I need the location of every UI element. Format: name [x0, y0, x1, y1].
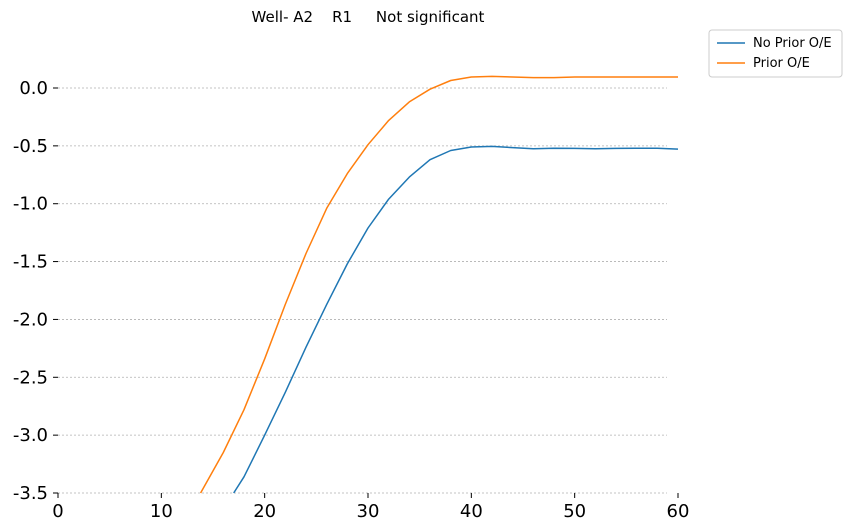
x-tick-label: 10 — [150, 501, 173, 522]
y-tick-label: -0.5 — [13, 136, 48, 157]
y-tick-label: -2.0 — [13, 309, 48, 330]
x-tick-label: 30 — [357, 501, 380, 522]
series-line-1 — [199, 75, 678, 494]
x-tick-label: 50 — [563, 501, 586, 522]
y-tick-label: -2.5 — [13, 367, 48, 388]
chart-title: Well- A2 R1 Not significant — [252, 8, 485, 26]
legend-box — [708, 29, 843, 78]
y-tick-label: 0.0 — [19, 78, 48, 99]
x-tick-label: 40 — [460, 501, 483, 522]
y-tick-label: -3.0 — [13, 425, 48, 446]
x-tick-label: 60 — [667, 501, 690, 522]
y-tick-label: -3.5 — [13, 483, 48, 504]
axes: 0.0 -0.5 -1.0 -1.5 -2.0 -2.5 -3.0 -3.50 10 20 30 40… — [13, 78, 690, 522]
y-tick-label: -1.0 — [13, 194, 48, 215]
x-tick-label: 20 — [253, 501, 276, 522]
series-layer — [199, 75, 679, 494]
series-line-0 — [233, 145, 679, 494]
gridlines — [58, 87, 667, 494]
legend-label-prior: Prior O/E — [753, 56, 810, 71]
x-tick-label: 0 — [52, 501, 63, 522]
legend-label-no-prior: No Prior O/E — [753, 36, 832, 51]
y-tick-label: -1.5 — [13, 252, 48, 273]
legend: No Prior O/E Prior O/E — [708, 29, 843, 78]
